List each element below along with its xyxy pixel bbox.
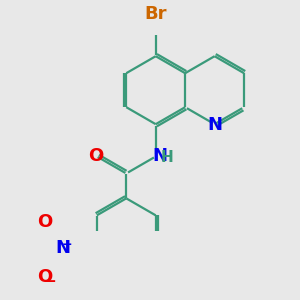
Text: O: O xyxy=(37,268,52,286)
Text: N: N xyxy=(55,239,70,257)
Text: N: N xyxy=(208,116,223,134)
Text: O: O xyxy=(88,147,103,165)
Text: H: H xyxy=(160,150,173,165)
Text: −: − xyxy=(43,274,56,289)
Text: O: O xyxy=(37,213,52,231)
Text: +: + xyxy=(62,238,73,251)
Text: N: N xyxy=(152,148,167,166)
Text: Br: Br xyxy=(145,5,167,23)
